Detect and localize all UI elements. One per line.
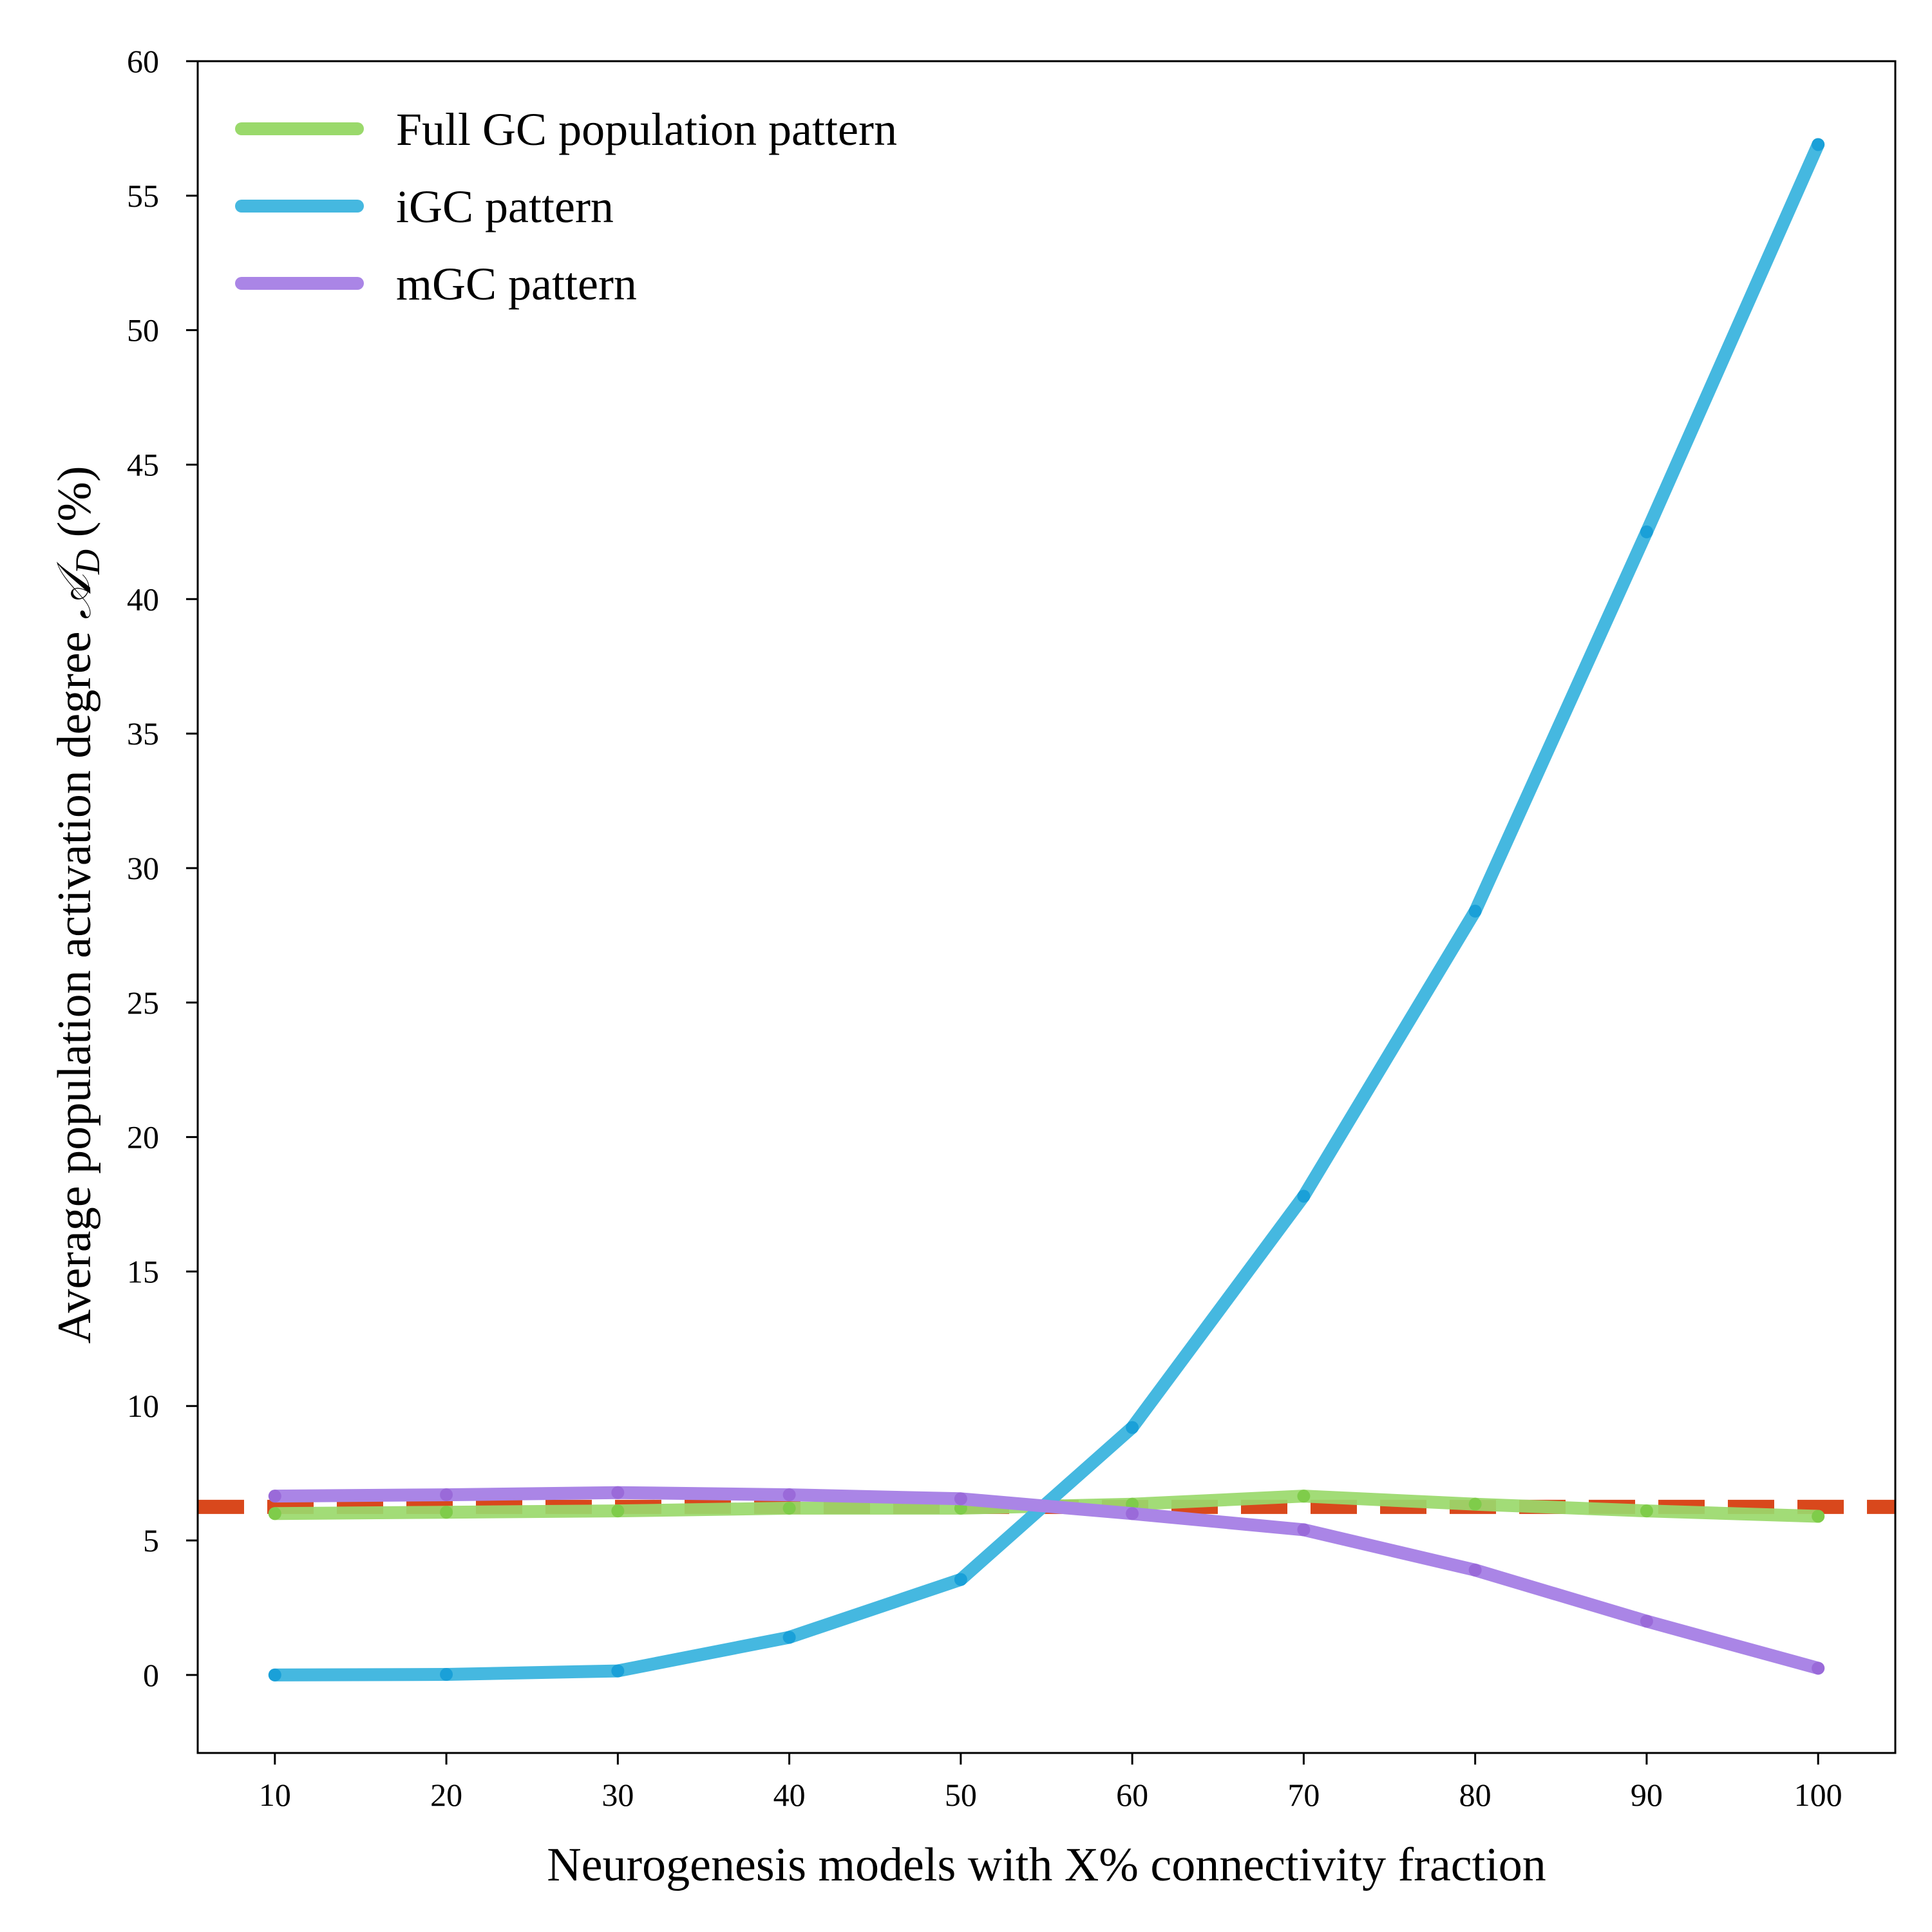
x-tick-label: 10 (259, 1777, 291, 1813)
series-layer (268, 138, 1825, 1681)
legend-label: iGC pattern (396, 181, 614, 232)
data-point (611, 1486, 625, 1499)
series-line-3 (268, 1486, 1825, 1675)
y-axis-title: Average population activation degree 𝒜D … (48, 466, 107, 1343)
data-point (611, 1664, 625, 1678)
y-tick-label: 10 (127, 1388, 159, 1424)
legend-label: mGC pattern (396, 258, 637, 310)
data-point (1640, 1615, 1653, 1628)
x-tick-label: 50 (945, 1777, 977, 1813)
data-point (1297, 1523, 1311, 1537)
y-tick-label: 40 (127, 581, 159, 617)
y-tick-label: 0 (143, 1657, 159, 1693)
data-point (1640, 1504, 1653, 1518)
x-tick-label: 30 (601, 1777, 634, 1813)
data-point (1297, 1189, 1311, 1203)
series-3 (268, 1486, 1825, 1675)
x-tick-label: 40 (773, 1777, 806, 1813)
x-tick-label: 70 (1287, 1777, 1320, 1813)
data-point (1640, 525, 1653, 538)
legend-item-3: mGC pattern (235, 258, 637, 310)
y-tick-label: 45 (127, 446, 159, 482)
data-point (782, 1501, 796, 1515)
y-tick-label: 25 (127, 985, 159, 1021)
data-point (1126, 1507, 1139, 1520)
y-tick-label: 15 (127, 1253, 159, 1289)
y-axis-title-tail: (%) (48, 466, 101, 549)
y-tick-label: 30 (127, 850, 159, 886)
data-point (268, 1507, 281, 1520)
data-point (1468, 904, 1482, 918)
x-tick-label: 60 (1116, 1777, 1148, 1813)
data-point (782, 1488, 796, 1502)
data-point (1812, 1662, 1825, 1675)
data-point (1468, 1497, 1482, 1511)
data-point (440, 1488, 453, 1502)
legend: Full GC population pattern iGC pattern mGC… (235, 104, 897, 310)
data-point (268, 1668, 281, 1681)
data-point (440, 1668, 453, 1681)
data-point (954, 1492, 967, 1506)
legend-label: Full GC population pattern (396, 104, 897, 155)
axes-layer: 10 20 30 40 50 60 70 80 90 100 0 5 10 15 20 25 30 35 40 45 5… (127, 43, 1897, 1813)
x-tick-label: 20 (430, 1777, 462, 1813)
data-point (954, 1573, 967, 1586)
y-axis-title-text: Average population activation degree (48, 620, 101, 1344)
legend-item-1: Full GC population pattern (235, 104, 897, 155)
y-tick-label: 35 (127, 715, 159, 752)
legend-item-2: iGC pattern (235, 181, 614, 232)
data-point (1812, 138, 1825, 151)
y-tick-label: 60 (127, 43, 159, 79)
y-tick-label: 50 (127, 312, 159, 348)
x-axis-title: Neurogenesis models with X% connectivity… (547, 1839, 1546, 1891)
y-tick-label: 5 (143, 1522, 159, 1558)
y-tick-label: 20 (127, 1119, 159, 1155)
data-point (1297, 1490, 1311, 1503)
plot-frame (196, 60, 1897, 1754)
x-tick-label: 90 (1631, 1777, 1663, 1813)
x-tick-label: 80 (1459, 1777, 1492, 1813)
data-point (782, 1631, 796, 1644)
x-tick-label: 100 (1794, 1777, 1842, 1813)
data-point (1126, 1421, 1139, 1434)
y-axis-title-subscript: D (68, 549, 107, 575)
data-point (1468, 1564, 1482, 1577)
data-point (1812, 1510, 1825, 1523)
data-point (268, 1490, 281, 1503)
data-point (440, 1506, 453, 1519)
data-point (611, 1504, 625, 1518)
y-tick-label: 55 (127, 178, 159, 214)
